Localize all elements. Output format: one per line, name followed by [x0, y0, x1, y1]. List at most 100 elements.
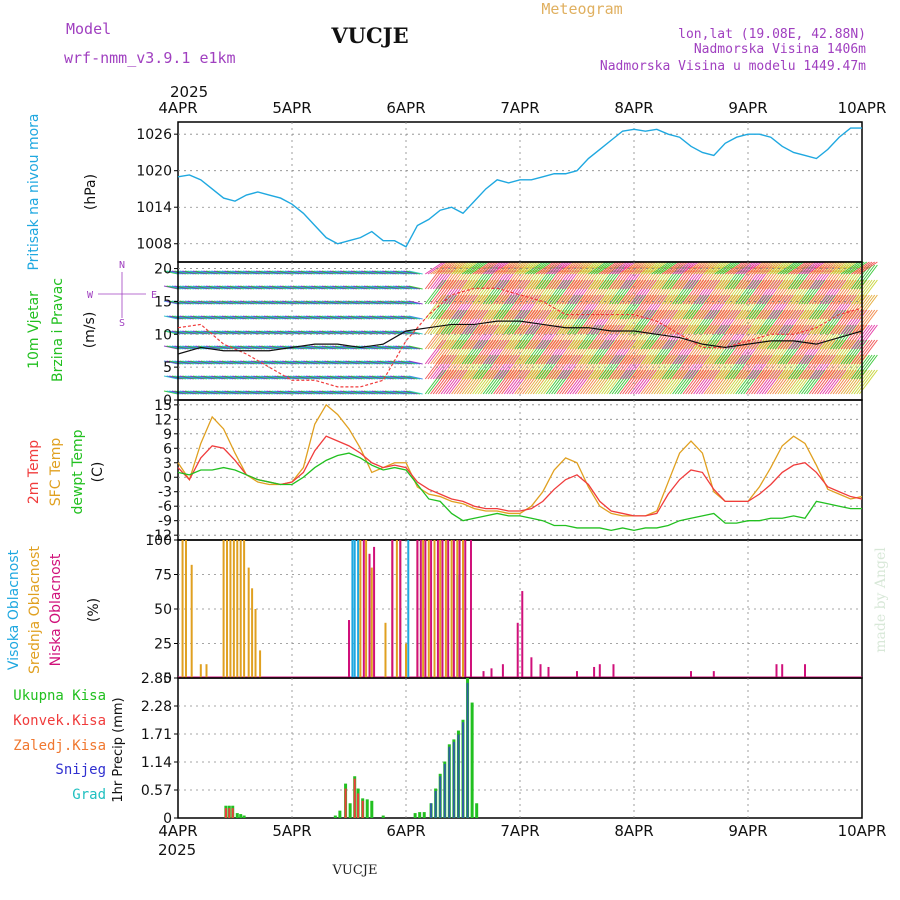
- wind-barb: [395, 315, 410, 320]
- wind-barb: [451, 261, 470, 275]
- wind-barb: [237, 330, 252, 335]
- wind-barb: [685, 369, 705, 395]
- wind-barb: [845, 309, 865, 335]
- y-tick-label: 50: [154, 602, 172, 618]
- wind-barb: [719, 324, 739, 350]
- compass-south: S: [119, 318, 125, 329]
- wind-barb: [811, 294, 831, 320]
- wind-barb: [187, 285, 202, 290]
- wind-barb: [801, 261, 820, 275]
- wind-barb: [342, 360, 357, 365]
- wind-barb: [390, 300, 405, 305]
- wind-barb: [451, 324, 471, 350]
- low-cloud-label: Niska Oblacnost: [48, 553, 64, 666]
- wind-barb: [524, 294, 544, 320]
- wind-barb: [785, 294, 805, 320]
- wind-barb: [682, 369, 702, 395]
- dewpt-label: dewpt Temp: [70, 429, 86, 514]
- wind-barb: [619, 339, 639, 365]
- wind-barb: [695, 279, 715, 305]
- wind-barb: [530, 294, 549, 320]
- wind-barb: [300, 330, 315, 335]
- wind-barb: [735, 369, 755, 395]
- wind-barb: [200, 345, 215, 350]
- wind-barb: [195, 315, 210, 320]
- cloud-bar: [444, 540, 447, 678]
- wind-barb: [514, 354, 534, 380]
- wind-barb: [480, 294, 499, 320]
- wind-barb: [603, 324, 623, 350]
- wind-barb: [793, 309, 812, 335]
- wind-barb: [366, 300, 381, 305]
- wind-barb: [627, 294, 647, 320]
- wind-barb: [561, 279, 581, 305]
- wind-barb: [640, 369, 660, 395]
- wind-barb: [232, 345, 247, 350]
- wind-barb: [574, 339, 594, 365]
- wind-barb: [622, 261, 641, 275]
- wind-barb: [459, 279, 478, 305]
- wind-barb: [795, 354, 815, 380]
- wind-barb: [851, 309, 870, 335]
- wind-barb: [303, 345, 318, 350]
- wind-barb: [408, 375, 423, 380]
- wind-barb: [374, 315, 389, 320]
- wind-barb: [263, 345, 279, 350]
- wind-barb: [269, 330, 284, 335]
- wind-barb: [506, 339, 526, 365]
- wind-barb: [540, 369, 560, 395]
- wind-barb: [824, 309, 844, 335]
- wind-barb: [384, 270, 400, 275]
- wind-barb: [340, 345, 355, 350]
- wind-barb: [382, 375, 397, 380]
- wind-barb: [785, 339, 805, 365]
- wind-barb: [619, 324, 639, 350]
- bottom-axis-label: 5APR: [272, 822, 311, 840]
- wind-barb: [564, 324, 584, 350]
- wind-barb: [195, 285, 210, 290]
- wind-barb: [614, 279, 634, 305]
- wind-barb: [803, 324, 823, 350]
- wind-barb: [472, 324, 492, 350]
- wind-barb: [740, 261, 760, 275]
- wind-barb: [400, 315, 415, 320]
- bottom-axis-label: 6APR: [386, 822, 425, 840]
- wind-barb: [443, 324, 463, 350]
- wind-barb: [358, 390, 373, 395]
- wind-barb: [369, 375, 384, 380]
- wind-barb: [198, 330, 213, 335]
- cloud-bar: [239, 540, 242, 678]
- wind-barb: [701, 354, 720, 380]
- y-tick-label: 20: [154, 262, 172, 278]
- wind-barb: [277, 300, 292, 305]
- coords-label: lon,lat (19.08E, 42.88N): [678, 27, 866, 42]
- wind-barb: [313, 270, 329, 275]
- wind-barb: [535, 369, 555, 395]
- wind-barb: [543, 261, 562, 275]
- wind-barb: [806, 279, 826, 305]
- wind-barb: [819, 279, 839, 305]
- wind-barb: [203, 360, 218, 365]
- wind-barb: [174, 285, 189, 290]
- wind-barb: [405, 345, 421, 350]
- wind-barb: [616, 354, 636, 380]
- wind-barb: [392, 360, 407, 365]
- wind-barb: [509, 279, 528, 305]
- wind-barb: [311, 330, 326, 335]
- wind-barb: [435, 309, 455, 335]
- wind-barb: [856, 294, 876, 320]
- wind-barb: [803, 279, 823, 305]
- wind-barb: [643, 294, 663, 320]
- wind-barb: [316, 285, 331, 290]
- wind-barb: [438, 309, 457, 335]
- wind-barb: [793, 369, 812, 395]
- wind-barb: [761, 339, 781, 365]
- wind-barb: [245, 390, 260, 395]
- wind-barb: [182, 360, 197, 365]
- cloud-bar: [482, 671, 485, 678]
- wind-barb: [342, 375, 357, 380]
- wind-barb: [559, 324, 578, 350]
- wind-barb: [229, 285, 244, 290]
- wind-barb: [698, 324, 718, 350]
- wind-barb: [321, 315, 336, 320]
